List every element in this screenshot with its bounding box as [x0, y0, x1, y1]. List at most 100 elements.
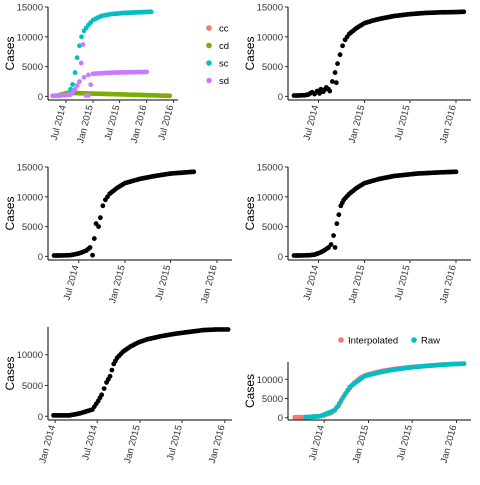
data-point	[331, 233, 336, 238]
x-tick-label: Jan 2015	[347, 264, 368, 305]
y-tick-label: 0	[278, 413, 283, 424]
data-point	[352, 186, 358, 192]
data-point	[97, 70, 102, 76]
x-tick-label: Jan 2016	[129, 104, 150, 145]
x-tick-label: Jan 2015	[122, 424, 143, 465]
data-point	[88, 82, 94, 88]
data-point	[436, 170, 442, 175]
data-point	[345, 387, 351, 393]
data-point	[133, 10, 139, 15]
y-tick-label: 5000	[262, 62, 283, 73]
x-tick-label: Jul 2014	[302, 104, 322, 142]
data-point	[96, 224, 101, 230]
data-point	[83, 25, 89, 31]
x-tick-label: Jul 2014	[302, 264, 322, 302]
data-point	[165, 93, 171, 99]
data-point	[97, 14, 103, 20]
data-point	[86, 93, 91, 98]
y-tick-label: 10000	[257, 192, 283, 203]
data-point	[170, 331, 176, 337]
panel-3: 0 5000 10000 15000 Jul 2014 Jan 2015 Jul 2015 J…	[3, 163, 232, 305]
data-point	[332, 70, 338, 75]
series-s0	[51, 327, 231, 418]
x-tick-label: Jan 2015	[75, 104, 96, 145]
data-point	[88, 20, 94, 25]
data-point	[368, 18, 373, 24]
legend-key	[206, 77, 212, 84]
data-point	[375, 16, 381, 22]
data-point	[80, 42, 86, 47]
x-tick-label: Jul 2014	[307, 424, 327, 462]
series-s0	[291, 9, 467, 98]
x-tick-label: Jul 2015	[395, 424, 415, 462]
data-point	[360, 21, 366, 27]
data-point	[181, 170, 187, 175]
legend-label: Interpolated	[348, 336, 398, 347]
legend-key	[206, 42, 212, 49]
data-point	[198, 327, 204, 333]
data-point	[118, 351, 124, 357]
panel-6: 0 5000 10000 Jul 2014 Jan 2015 Jul 2015 Jan 20…	[243, 336, 471, 465]
data-point	[70, 82, 75, 87]
y-tick-label: 10000	[257, 375, 283, 386]
data-point	[135, 177, 141, 182]
data-point	[223, 327, 229, 332]
data-point	[459, 361, 465, 367]
data-point	[69, 252, 74, 258]
y-axis-title: Cases	[243, 374, 257, 408]
data-point	[327, 88, 333, 94]
data-point	[113, 358, 118, 364]
legend-key	[206, 25, 212, 31]
y-tick-label: 5000	[262, 394, 283, 405]
panel-1: 0 5000 10000 15000 Jul 2014 Jan 2015 Jul 2015 J…	[3, 3, 229, 145]
data-point	[303, 92, 309, 98]
data-point	[166, 171, 172, 177]
legend: Interpolated Raw	[338, 336, 440, 347]
y-tick-label: 15000	[257, 163, 283, 174]
data-point	[413, 171, 419, 177]
y-tick-label: 0	[38, 92, 43, 103]
series-Interpolated	[292, 361, 467, 420]
data-point	[78, 250, 83, 256]
y-tick-label: 15000	[17, 163, 43, 174]
data-point	[436, 10, 442, 15]
x-tick-label: Jul 2014	[49, 104, 69, 142]
data-point	[76, 411, 81, 417]
data-point	[433, 362, 439, 368]
x-tick-label: Jul 2015	[393, 104, 413, 142]
data-point	[359, 375, 365, 381]
data-point	[66, 92, 71, 98]
series-s0	[51, 169, 197, 258]
data-point	[352, 26, 358, 32]
data-point	[70, 412, 76, 418]
data-point	[336, 212, 342, 218]
data-point	[374, 370, 380, 376]
series-Raw	[303, 361, 467, 420]
data-point	[55, 253, 60, 258]
x-tick-label: Jan 2016	[207, 424, 228, 465]
data-point	[77, 79, 82, 84]
data-point	[106, 12, 111, 18]
x-tick-label: Jul 2014	[62, 264, 82, 302]
y-axis-title: Cases	[3, 356, 17, 390]
data-point	[293, 93, 299, 98]
y-tick-label: 10000	[17, 192, 43, 203]
y-tick-label: 15000	[17, 3, 43, 14]
data-point	[105, 376, 111, 382]
data-point	[418, 364, 424, 369]
panel-2: 0 5000 10000 15000 Jul 2014 Jan 2015 Jul 2015 J…	[243, 3, 471, 145]
y-axis-title: Cases	[243, 196, 257, 230]
data-point	[72, 70, 78, 75]
data-point	[81, 409, 87, 415]
data-point	[447, 361, 453, 367]
series-sd	[50, 42, 150, 99]
y-tick-label: 0	[278, 92, 283, 103]
data-point	[360, 181, 366, 187]
data-point	[390, 173, 396, 179]
data-point	[85, 246, 91, 252]
x-tick-label: Jan 2014	[37, 424, 58, 465]
y-tick-label: 15000	[257, 3, 283, 14]
data-point	[64, 412, 70, 418]
data-point	[101, 386, 107, 391]
y-tick-label: 10000	[17, 350, 43, 361]
